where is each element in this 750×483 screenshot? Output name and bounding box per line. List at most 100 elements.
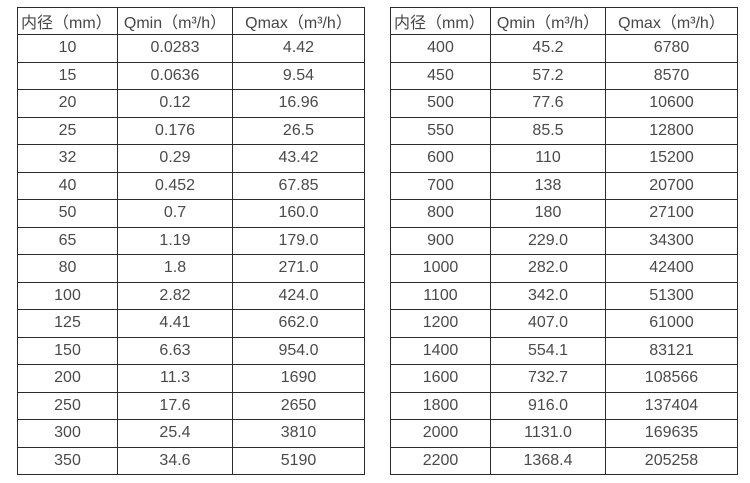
table-cell: 110 [490, 144, 606, 173]
table-row: 400 45.2 6780 [390, 34, 738, 63]
table-cell: 2650 [232, 391, 365, 420]
table-cell: 10600 [605, 89, 738, 118]
table-cell: 11.3 [117, 364, 233, 393]
header-qmin: Qmin（m³/h） [490, 7, 606, 35]
table-row: 2200 1368.4 205258 [390, 446, 738, 475]
table-cell: 1368.4 [490, 446, 606, 475]
table-cell: 0.29 [117, 144, 233, 173]
header-diameter: 内径（mm） [390, 7, 491, 35]
header-row: 内径（mm） Qmin（m³/h） Qmax（m³/h） [390, 7, 738, 35]
table-row: 65 1.19 179.0 [17, 226, 365, 255]
table-row: 15 0.0636 9.54 [17, 61, 365, 90]
table-cell: 2200 [390, 446, 491, 475]
table-cell: 0.0283 [117, 34, 233, 63]
table-cell: 4.41 [117, 309, 233, 338]
table-cell: 916.0 [490, 391, 606, 420]
table-row: 250 17.6 2650 [17, 391, 365, 420]
table-cell: 20 [17, 89, 118, 118]
table-row: 450 57.2 8570 [390, 61, 738, 90]
table-row: 80 1.8 271.0 [17, 254, 365, 283]
table-cell: 662.0 [232, 309, 365, 338]
table-row: 50 0.7 160.0 [17, 199, 365, 228]
table-cell: 0.452 [117, 171, 233, 200]
table-row: 150 6.63 954.0 [17, 336, 365, 365]
table-cell: 0.176 [117, 116, 233, 145]
table-row: 600 110 15200 [390, 144, 738, 173]
table-cell: 732.7 [490, 364, 606, 393]
table-cell: 1600 [390, 364, 491, 393]
table-cell: 8570 [605, 61, 738, 90]
table-cell: 6780 [605, 34, 738, 63]
table-cell: 300 [17, 419, 118, 448]
table-cell: 150 [17, 336, 118, 365]
table-row: 1200 407.0 61000 [390, 309, 738, 338]
table-cell: 1400 [390, 336, 491, 365]
table-cell: 160.0 [232, 199, 365, 228]
table-cell: 954.0 [232, 336, 365, 365]
table-cell: 1200 [390, 309, 491, 338]
table-row: 1600 732.7 108566 [390, 364, 738, 393]
table-cell: 1.8 [117, 254, 233, 283]
table-header: 内径（mm） Qmin（m³/h） Qmax（m³/h） [17, 7, 365, 35]
table-cell: 1.19 [117, 226, 233, 255]
header-qmax: Qmax（m³/h） [232, 7, 365, 35]
table-row: 125 4.41 662.0 [17, 309, 365, 338]
table-cell: 0.7 [117, 199, 233, 228]
table-cell: 10 [17, 34, 118, 63]
table-cell: 100 [17, 281, 118, 310]
header-diameter: 内径（mm） [17, 7, 118, 35]
table-cell: 50 [17, 199, 118, 228]
table-cell: 700 [390, 171, 491, 200]
table-cell: 4.42 [232, 34, 365, 63]
table-row: 100 2.82 424.0 [17, 281, 365, 310]
table-cell: 80 [17, 254, 118, 283]
table-row: 20 0.12 16.96 [17, 89, 365, 118]
table-cell: 67.85 [232, 171, 365, 200]
table-cell: 550 [390, 116, 491, 145]
table-cell: 1000 [390, 254, 491, 283]
table-row: 350 34.6 5190 [17, 446, 365, 475]
table-cell: 51300 [605, 281, 738, 310]
table-cell: 2000 [390, 419, 491, 448]
table-cell: 43.42 [232, 144, 365, 173]
table-cell: 342.0 [490, 281, 606, 310]
table-cell: 27100 [605, 199, 738, 228]
table-cell: 554.1 [490, 336, 606, 365]
table-cell: 1131.0 [490, 419, 606, 448]
table-body: 400 45.2 6780 450 57.2 8570 500 77.6 10600 550 85.… [390, 34, 738, 475]
table-cell: 1100 [390, 281, 491, 310]
table-cell: 6.63 [117, 336, 233, 365]
table-cell: 450 [390, 61, 491, 90]
table-cell: 600 [390, 144, 491, 173]
table-cell: 32 [17, 144, 118, 173]
table-cell: 180 [490, 199, 606, 228]
header-row: 内径（mm） Qmin（m³/h） Qmax（m³/h） [17, 7, 365, 35]
table-cell: 250 [17, 391, 118, 420]
table-cell: 0.12 [117, 89, 233, 118]
header-qmax: Qmax（m³/h） [605, 7, 738, 35]
table-row: 10 0.0283 4.42 [17, 34, 365, 63]
table-cell: 1690 [232, 364, 365, 393]
table-cell: 34.6 [117, 446, 233, 475]
table-cell: 20700 [605, 171, 738, 200]
table-cell: 17.6 [117, 391, 233, 420]
table-row: 550 85.5 12800 [390, 116, 738, 145]
table-cell: 229.0 [490, 226, 606, 255]
table-cell: 138 [490, 171, 606, 200]
table-cell: 45.2 [490, 34, 606, 63]
table-row: 1100 342.0 51300 [390, 281, 738, 310]
table-cell: 900 [390, 226, 491, 255]
table-row: 200 11.3 1690 [17, 364, 365, 393]
flow-rate-table-left: 内径（mm） Qmin（m³/h） Qmax（m³/h） 10 0.0283 4.4… [17, 7, 365, 475]
table-cell: 9.54 [232, 61, 365, 90]
table-cell: 34300 [605, 226, 738, 255]
table-row: 1800 916.0 137404 [390, 391, 738, 420]
table-cell: 282.0 [490, 254, 606, 283]
table-cell: 25 [17, 116, 118, 145]
table-header: 内径（mm） Qmin（m³/h） Qmax（m³/h） [390, 7, 738, 35]
table-cell: 26.5 [232, 116, 365, 145]
table-cell: 25.4 [117, 419, 233, 448]
table-body: 10 0.0283 4.42 15 0.0636 9.54 20 0.12 16.96 25 0.1… [17, 34, 365, 475]
table-row: 40 0.452 67.85 [17, 171, 365, 200]
